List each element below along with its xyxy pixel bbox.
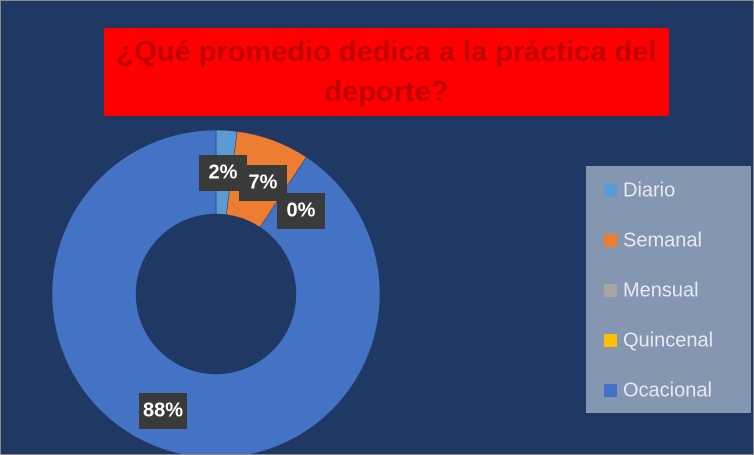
data-label-box [277, 193, 325, 229]
legend-swatch [604, 384, 617, 397]
legend-label: Quincenal [623, 329, 713, 351]
legend-label: Ocacional [623, 379, 712, 401]
data-label: 0% [287, 199, 316, 221]
data-label-box [139, 393, 187, 429]
legend-swatch [604, 234, 617, 247]
legend-swatch [604, 184, 617, 197]
legend-label: Mensual [623, 279, 699, 301]
legend-swatch [604, 334, 617, 347]
legend-label: Diario [623, 179, 675, 201]
data-label: 88% [143, 399, 183, 421]
chart-title: ¿Qué promedio dedica a la práctica del d… [104, 28, 669, 116]
data-label: 7% [249, 171, 278, 193]
legend-label: Semanal [623, 229, 702, 251]
legend-swatch [604, 284, 617, 297]
data-label: 2% [209, 161, 238, 183]
